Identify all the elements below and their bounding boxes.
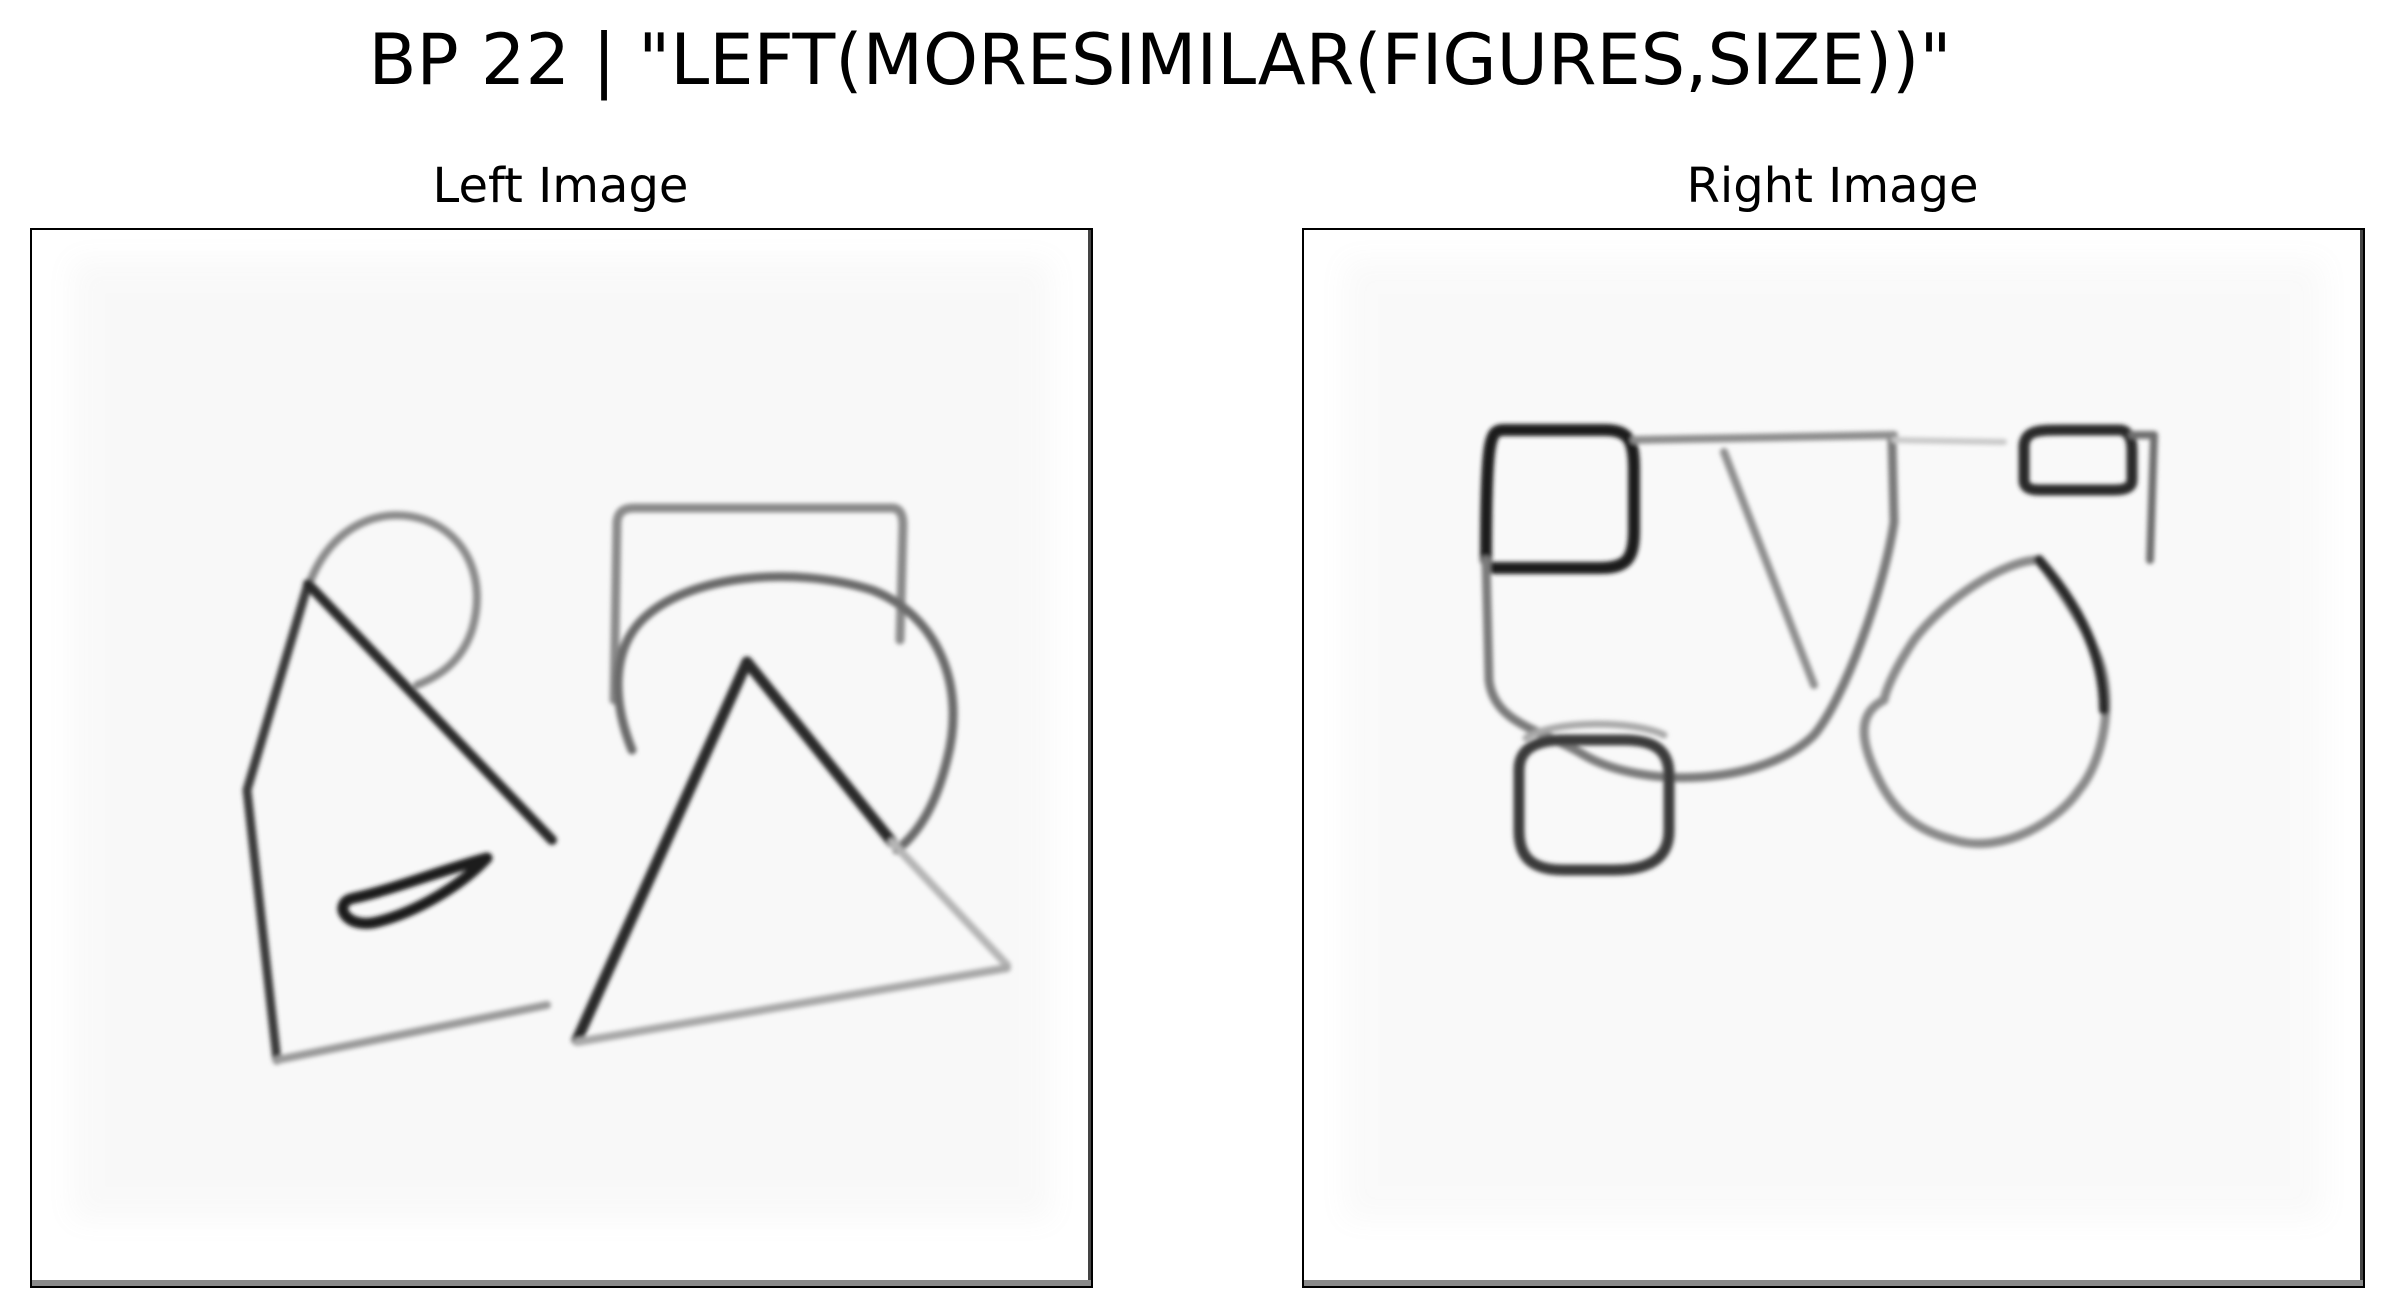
triangle-lower-right [888,838,1011,969]
panel-right-border [2360,230,2363,1286]
panel-bottom-rule [32,1280,1091,1286]
triangle-left-edge [571,656,753,1046]
right-image-panel [1302,228,2365,1288]
background-haze [1344,260,2324,1220]
figure-title: BP 22 | "LEFT(MORESIMILAR(FIGURES,SIZE))… [368,19,1952,101]
tiny-square-shape [2018,424,2138,496]
tiny-square-tail [2128,431,2158,564]
hexagon-shape [1859,555,2111,849]
bowl-rim [1630,431,1898,444]
right-image-drawing [1344,230,2363,1286]
left-image-drawing [72,230,1091,1286]
large-circle-shape [613,572,958,855]
small-cup-rim [1522,720,1668,742]
bowl-inner-line [1720,448,1818,689]
panel-right-border [1088,230,1091,1286]
quad-left-edge [242,579,313,1065]
small-circle-shape [306,511,481,689]
connector-line [1891,437,2007,445]
triangle-base-edge [573,964,1011,1046]
panel-bottom-rule [1304,1280,2363,1286]
quad-bottom-edge [273,1001,551,1064]
bowl-shape [1481,435,1899,783]
small-square-shape [1480,424,1640,574]
hexagon-right-edge [2034,555,2109,715]
teardrop-shape [337,852,493,929]
small-cup-shape [1513,734,1675,876]
triangle-right-edge [741,656,898,848]
right-panel-title: Right Image [1686,158,1979,214]
left-image-panel [30,228,1093,1288]
rectangle-shape [609,503,908,705]
background-haze [72,260,1052,1220]
quad-diagonal-edge [303,579,557,845]
left-panel-title: Left Image [432,158,689,214]
